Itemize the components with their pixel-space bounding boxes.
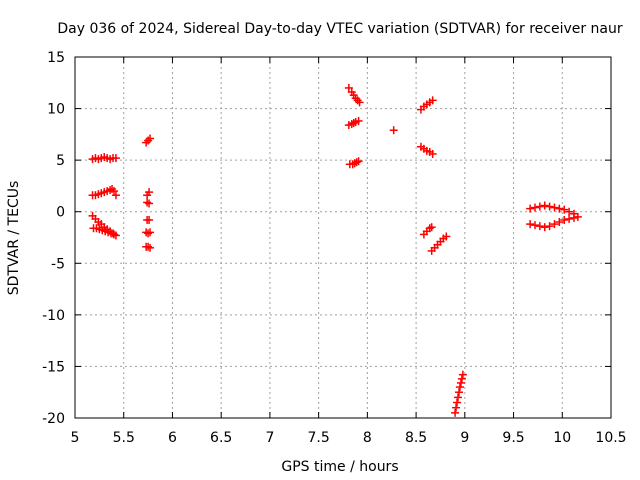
data-point: [354, 157, 363, 166]
data-point: [111, 154, 120, 163]
data-point: [530, 203, 539, 212]
data-point: [144, 242, 153, 251]
x-tick-label: 5: [71, 430, 80, 446]
y-tick-label: 15: [47, 50, 65, 66]
data-point: [146, 228, 155, 237]
data-point: [344, 83, 353, 92]
x-tick-label: 9.5: [502, 430, 524, 446]
data-point: [442, 232, 451, 241]
data-point: [545, 202, 554, 211]
marks-layer: [88, 83, 582, 417]
data-point: [146, 243, 155, 252]
data-point: [145, 199, 154, 208]
y-tick-label: -20: [42, 411, 65, 427]
data-point: [428, 96, 437, 105]
grid-layer: [75, 57, 611, 418]
data-point: [453, 398, 462, 407]
data-point: [550, 203, 559, 212]
data-point: [560, 215, 569, 224]
data-point: [565, 214, 574, 223]
x-tick-label: 5.5: [113, 430, 135, 446]
data-point: [143, 198, 152, 207]
x-tick-label: 6.5: [210, 430, 232, 446]
y-tick-label: -15: [42, 359, 65, 375]
y-tick-label: 0: [56, 205, 65, 221]
data-point: [457, 374, 466, 383]
data-point: [550, 220, 559, 229]
data-point: [545, 222, 554, 231]
data-point: [355, 98, 364, 107]
y-axis-label: SDTVAR / TECUs: [6, 181, 22, 296]
plot-frame: [74, 56, 612, 419]
x-tick-label: 8: [363, 430, 372, 446]
data-point: [540, 223, 549, 232]
data-point: [455, 383, 464, 392]
data-point: [145, 215, 154, 224]
x-tick-label: 7: [265, 430, 274, 446]
data-point: [530, 221, 539, 230]
data-point: [146, 134, 155, 143]
y-tick-label: -10: [42, 308, 65, 324]
data-point: [428, 149, 437, 158]
chart-title: Day 036 of 2024, Sidereal Day-to-day VTE…: [57, 21, 623, 37]
data-point: [389, 126, 398, 135]
x-tick-label: 10: [553, 430, 571, 446]
data-point: [565, 207, 574, 216]
data-point: [526, 204, 535, 213]
data-point: [354, 116, 363, 125]
data-point: [453, 393, 462, 402]
data-point: [109, 230, 118, 239]
x-tick-label: 8.5: [405, 430, 427, 446]
data-point: [535, 222, 544, 231]
tick-layer: 5 5.5 6 6.5 7 7.5 8 8.5 9 9.5 10 10.5 15 10 5 0 -5 -10 -15…: [42, 50, 626, 446]
data-point: [456, 378, 465, 387]
data-point: [569, 213, 578, 222]
data-point: [458, 370, 467, 379]
data-point: [109, 187, 118, 196]
data-point: [111, 191, 120, 200]
data-point: [555, 204, 564, 213]
data-point: [451, 408, 460, 417]
data-point: [144, 229, 153, 238]
data-point: [427, 223, 436, 232]
x-tick-label: 7.5: [308, 430, 330, 446]
x-tick-label: 10.5: [595, 430, 626, 446]
x-tick-label: 6: [168, 430, 177, 446]
data-point: [526, 220, 535, 229]
x-axis-label: GPS time / hours: [281, 459, 398, 475]
data-point: [454, 388, 463, 397]
data-point: [560, 205, 569, 214]
data-point: [540, 201, 549, 210]
data-point: [573, 212, 582, 221]
y-tick-label: 5: [56, 153, 65, 169]
data-point: [452, 403, 461, 412]
data-point: [145, 188, 154, 197]
data-point: [535, 202, 544, 211]
x-tick-label: 9: [460, 430, 469, 446]
y-tick-label: -5: [51, 256, 65, 272]
y-tick-label: 10: [47, 102, 65, 118]
data-point: [555, 218, 564, 227]
